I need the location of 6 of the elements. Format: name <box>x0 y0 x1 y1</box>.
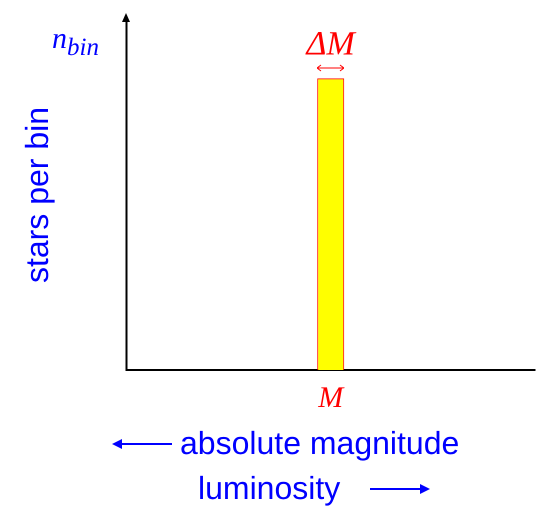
text: luminosity <box>198 470 340 507</box>
y-axis-title: stars per bin <box>19 106 56 284</box>
text: n$_{bin}$ <box>52 22 99 62</box>
annotation: ΔM <box>304 25 357 62</box>
x-tick-label: M <box>317 380 346 414</box>
x-axis-title: absolute magnitude <box>180 425 460 462</box>
